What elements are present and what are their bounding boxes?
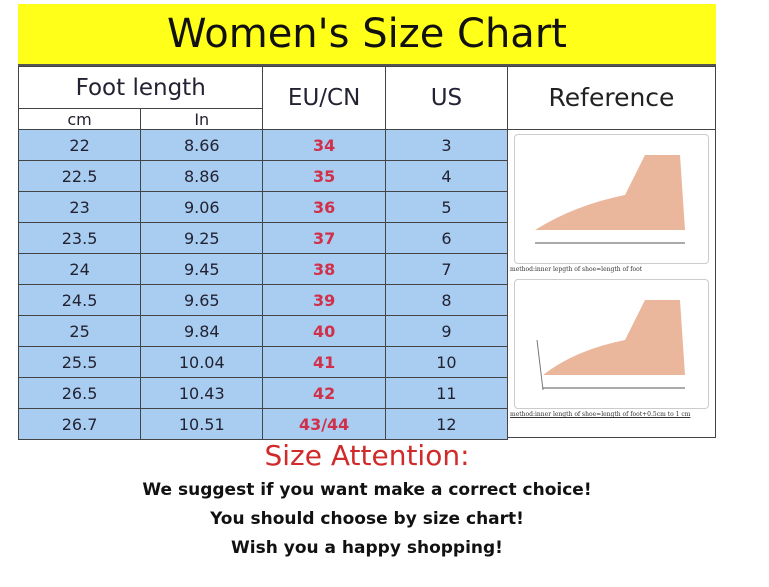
table-row: 24 9.45 38 7 [17,253,509,285]
header-foot-length: Foot length [17,66,264,109]
table-row: 23 9.06 36 5 [17,191,509,223]
header-reference: Reference [508,67,715,130]
cell-cm: 24 [17,253,142,285]
reference-caption: method:inner length of shoe=length of fo… [510,411,691,418]
reference-caption: method:inner lepgth of shoe=length of fo… [510,266,643,273]
cell-cm: 23 [17,191,142,223]
cell-us: 3 [384,129,509,161]
cell-cm: 26.7 [17,408,142,440]
chart-title: Women's Size Chart [18,4,716,66]
cell-cm: 26.5 [17,377,142,409]
attention-line: Wish you a happy shopping! [231,538,503,558]
cell-cm: 25 [17,315,142,347]
cell-in: 10.43 [140,377,264,409]
cell-eu: 40 [262,315,386,347]
cell-in: 8.66 [140,129,264,161]
table-row: 25 9.84 40 9 [17,315,509,347]
header-eu: EU/CN [262,66,386,130]
cell-us: 9 [384,315,509,347]
cell-us: 10 [384,346,509,378]
attention-title: Size Attention: [264,439,470,472]
table-row: 24.5 9.65 39 8 [17,284,509,316]
table-row: 23.5 9.25 37 6 [17,222,509,254]
cell-eu: 37 [262,222,386,254]
cell-eu: 39 [262,284,386,316]
attention-line: We suggest if you want make a correct ch… [142,480,592,500]
size-table: Foot length EU/CN US cm In 22 8.66 34 3 22.5… [17,66,509,440]
cell-in: 8.86 [140,160,264,192]
header-cm: cm [17,108,142,130]
reference-column: Reference method:inner lepgth of shoe=le… [508,66,716,438]
cell-cm: 25.5 [17,346,142,378]
cell-in: 9.65 [140,284,264,316]
cell-eu: 36 [262,191,386,223]
header-us: US [384,66,509,130]
cell-us: 6 [384,222,509,254]
cell-eu: 38 [262,253,386,285]
cell-us: 11 [384,377,509,409]
shoe-measure-image [514,279,709,409]
cell-in: 9.06 [140,191,264,223]
table-row: 22.5 8.86 35 4 [17,160,509,192]
size-chart: Women's Size Chart Foot length EU/CN US … [17,4,716,564]
attention-line: You should choose by size chart! [210,509,524,529]
cell-cm: 22.5 [17,160,142,192]
foot-measure-image [514,134,709,264]
cell-in: 10.04 [140,346,264,378]
cell-eu: 41 [262,346,386,378]
cell-in: 9.25 [140,222,264,254]
header-in: In [140,108,264,130]
table-row: 26.7 10.51 43/44 12 [17,408,509,440]
cell-in: 10.51 [140,408,264,440]
cell-us: 7 [384,253,509,285]
cell-in: 9.45 [140,253,264,285]
cell-eu: 43/44 [262,408,386,440]
cell-us: 8 [384,284,509,316]
table-row: 22 8.66 34 3 [17,129,509,161]
cell-in: 9.84 [140,315,264,347]
cell-us: 4 [384,160,509,192]
cell-eu: 42 [262,377,386,409]
table-row: 25.5 10.04 41 10 [17,346,509,378]
cell-us: 12 [384,408,509,440]
cell-eu: 34 [262,129,386,161]
table-row: 26.5 10.43 42 11 [17,377,509,409]
cell-eu: 35 [262,160,386,192]
cell-us: 5 [384,191,509,223]
cell-cm: 24.5 [17,284,142,316]
cell-cm: 22 [17,129,142,161]
cell-cm: 23.5 [17,222,142,254]
